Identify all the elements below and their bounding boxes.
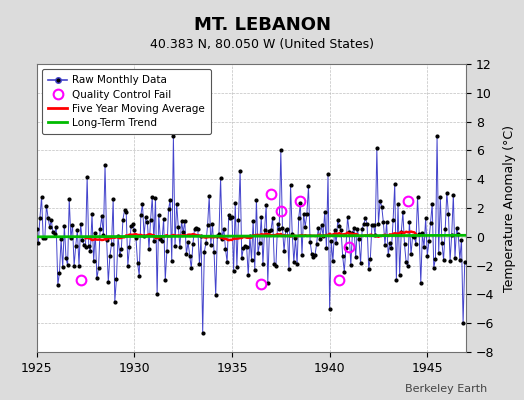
Y-axis label: Temperature Anomaly (°C): Temperature Anomaly (°C) xyxy=(503,124,516,292)
Text: Berkeley Earth: Berkeley Earth xyxy=(405,384,487,394)
Text: 40.383 N, 80.050 W (United States): 40.383 N, 80.050 W (United States) xyxy=(150,38,374,51)
Legend: Raw Monthly Data, Quality Control Fail, Five Year Moving Average, Long-Term Tren: Raw Monthly Data, Quality Control Fail, … xyxy=(42,69,211,134)
Text: MT. LEBANON: MT. LEBANON xyxy=(193,16,331,34)
